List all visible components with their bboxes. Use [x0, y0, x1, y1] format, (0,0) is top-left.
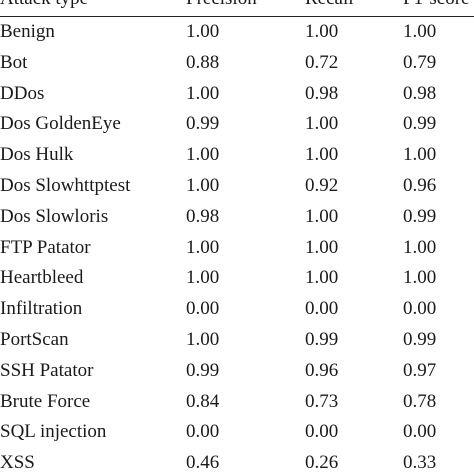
- precision-cell: 0.84: [186, 390, 220, 412]
- table-row: XSS 0.46 0.26 0.33: [0, 448, 474, 474]
- table-body: Benign 1.00 1.00 1.00 Bot 0.88 0.72 0.79 DDos 1.0…: [0, 17, 474, 474]
- header-precision: Precision: [186, 0, 257, 16]
- f1-score-cell: 0.97: [403, 359, 437, 381]
- recall-cell: 1.00: [305, 267, 339, 289]
- attack-type-cell: Heartbleed: [0, 267, 84, 289]
- recall-cell: 1.00: [305, 144, 339, 166]
- attack-type-cell: Dos Slowloris: [0, 205, 109, 227]
- table-row: Bot 0.88 0.72 0.79: [0, 48, 474, 79]
- f1-score-cell: 1.00: [403, 144, 437, 166]
- precision-cell: 0.46: [186, 452, 220, 474]
- precision-cell: 0.00: [186, 421, 220, 443]
- f1-score-cell: 0.79: [403, 51, 437, 73]
- table-row: FTP Patator 1.00 1.00 1.00: [0, 233, 474, 264]
- attack-type-cell: Infiltration: [0, 298, 83, 320]
- recall-cell: 1.00: [305, 236, 339, 258]
- f1-score-cell: 1.00: [403, 267, 437, 289]
- header-f1-score: F1-score: [403, 0, 469, 16]
- f1-score-cell: 1.00: [403, 236, 437, 258]
- table-row: Dos Slowloris 0.98 1.00 0.99: [0, 202, 474, 233]
- recall-cell: 0.99: [305, 328, 339, 350]
- attack-type-cell: SQL injection: [0, 421, 107, 443]
- table-row: Dos Hulk 1.00 1.00 1.00: [0, 140, 474, 171]
- recall-cell: 1.00: [305, 205, 339, 227]
- table-row: SQL injection 0.00 0.00 0.00: [0, 417, 474, 448]
- precision-cell: 1.00: [186, 328, 220, 350]
- f1-score-cell: 0.99: [403, 205, 437, 227]
- table-row: Brute Force 0.84 0.73 0.78: [0, 387, 474, 418]
- table-row: DDos 1.00 0.98 0.98: [0, 79, 474, 110]
- attack-type-cell: XSS: [0, 452, 35, 474]
- precision-cell: 0.00: [186, 298, 220, 320]
- table-row: Dos Slowhttptest 1.00 0.92 0.96: [0, 171, 474, 202]
- attack-type-cell: SSH Patator: [0, 359, 94, 381]
- table-row: Infiltration 0.00 0.00 0.00: [0, 294, 474, 325]
- attack-type-cell: DDos: [0, 82, 45, 104]
- f1-score-cell: 0.96: [403, 174, 437, 196]
- f1-score-cell: 0.98: [403, 82, 437, 104]
- recall-cell: 0.73: [305, 390, 339, 412]
- table-row: Benign 1.00 1.00 1.00: [0, 17, 474, 48]
- header-recall: Recall: [305, 0, 354, 16]
- precision-cell: 1.00: [186, 267, 220, 289]
- header-attack-type: Attack type: [0, 0, 88, 16]
- recall-cell: 0.96: [305, 359, 339, 381]
- recall-cell: 1.00: [305, 21, 339, 42]
- f1-score-cell: 0.00: [403, 298, 437, 320]
- f1-score-cell: 0.99: [403, 113, 437, 135]
- precision-cell: 1.00: [186, 174, 220, 196]
- precision-cell: 1.00: [186, 236, 220, 258]
- attack-type-cell: Brute Force: [0, 390, 91, 412]
- precision-cell: 0.99: [186, 113, 220, 135]
- precision-cell: 0.99: [186, 359, 220, 381]
- f1-score-cell: 0.99: [403, 328, 437, 350]
- table-header-row: Attack type Precision Recall F1-score: [0, 0, 474, 17]
- table-row: Dos GoldenEye 0.99 1.00 0.99: [0, 109, 474, 140]
- table-row: SSH Patator 0.99 0.96 0.97: [0, 356, 474, 387]
- attack-type-cell: FTP Patator: [0, 236, 91, 258]
- recall-cell: 0.72: [305, 51, 339, 73]
- precision-cell: 0.98: [186, 205, 220, 227]
- table-row: Heartbleed 1.00 1.00 1.00: [0, 263, 474, 294]
- precision-cell: 0.88: [186, 51, 220, 73]
- precision-cell: 1.00: [186, 144, 220, 166]
- attack-type-cell: Benign: [0, 21, 55, 42]
- recall-cell: 0.26: [305, 452, 339, 474]
- recall-cell: 1.00: [305, 113, 339, 135]
- attack-type-cell: Dos GoldenEye: [0, 113, 121, 135]
- f1-score-cell: 0.00: [403, 421, 437, 443]
- precision-cell: 1.00: [186, 82, 220, 104]
- attack-type-cell: Bot: [0, 51, 28, 73]
- recall-cell: 0.00: [305, 298, 339, 320]
- recall-cell: 0.92: [305, 174, 339, 196]
- attack-type-cell: Dos Hulk: [0, 144, 74, 166]
- recall-cell: 0.98: [305, 82, 339, 104]
- recall-cell: 0.00: [305, 421, 339, 443]
- attack-type-cell: Dos Slowhttptest: [0, 174, 131, 196]
- attack-type-cell: PortScan: [0, 328, 69, 350]
- f1-score-cell: 1.00: [403, 21, 437, 42]
- f1-score-cell: 0.33: [403, 452, 437, 474]
- precision-cell: 1.00: [186, 21, 220, 42]
- f1-score-cell: 0.78: [403, 390, 437, 412]
- table-row: PortScan 1.00 0.99 0.99: [0, 325, 474, 356]
